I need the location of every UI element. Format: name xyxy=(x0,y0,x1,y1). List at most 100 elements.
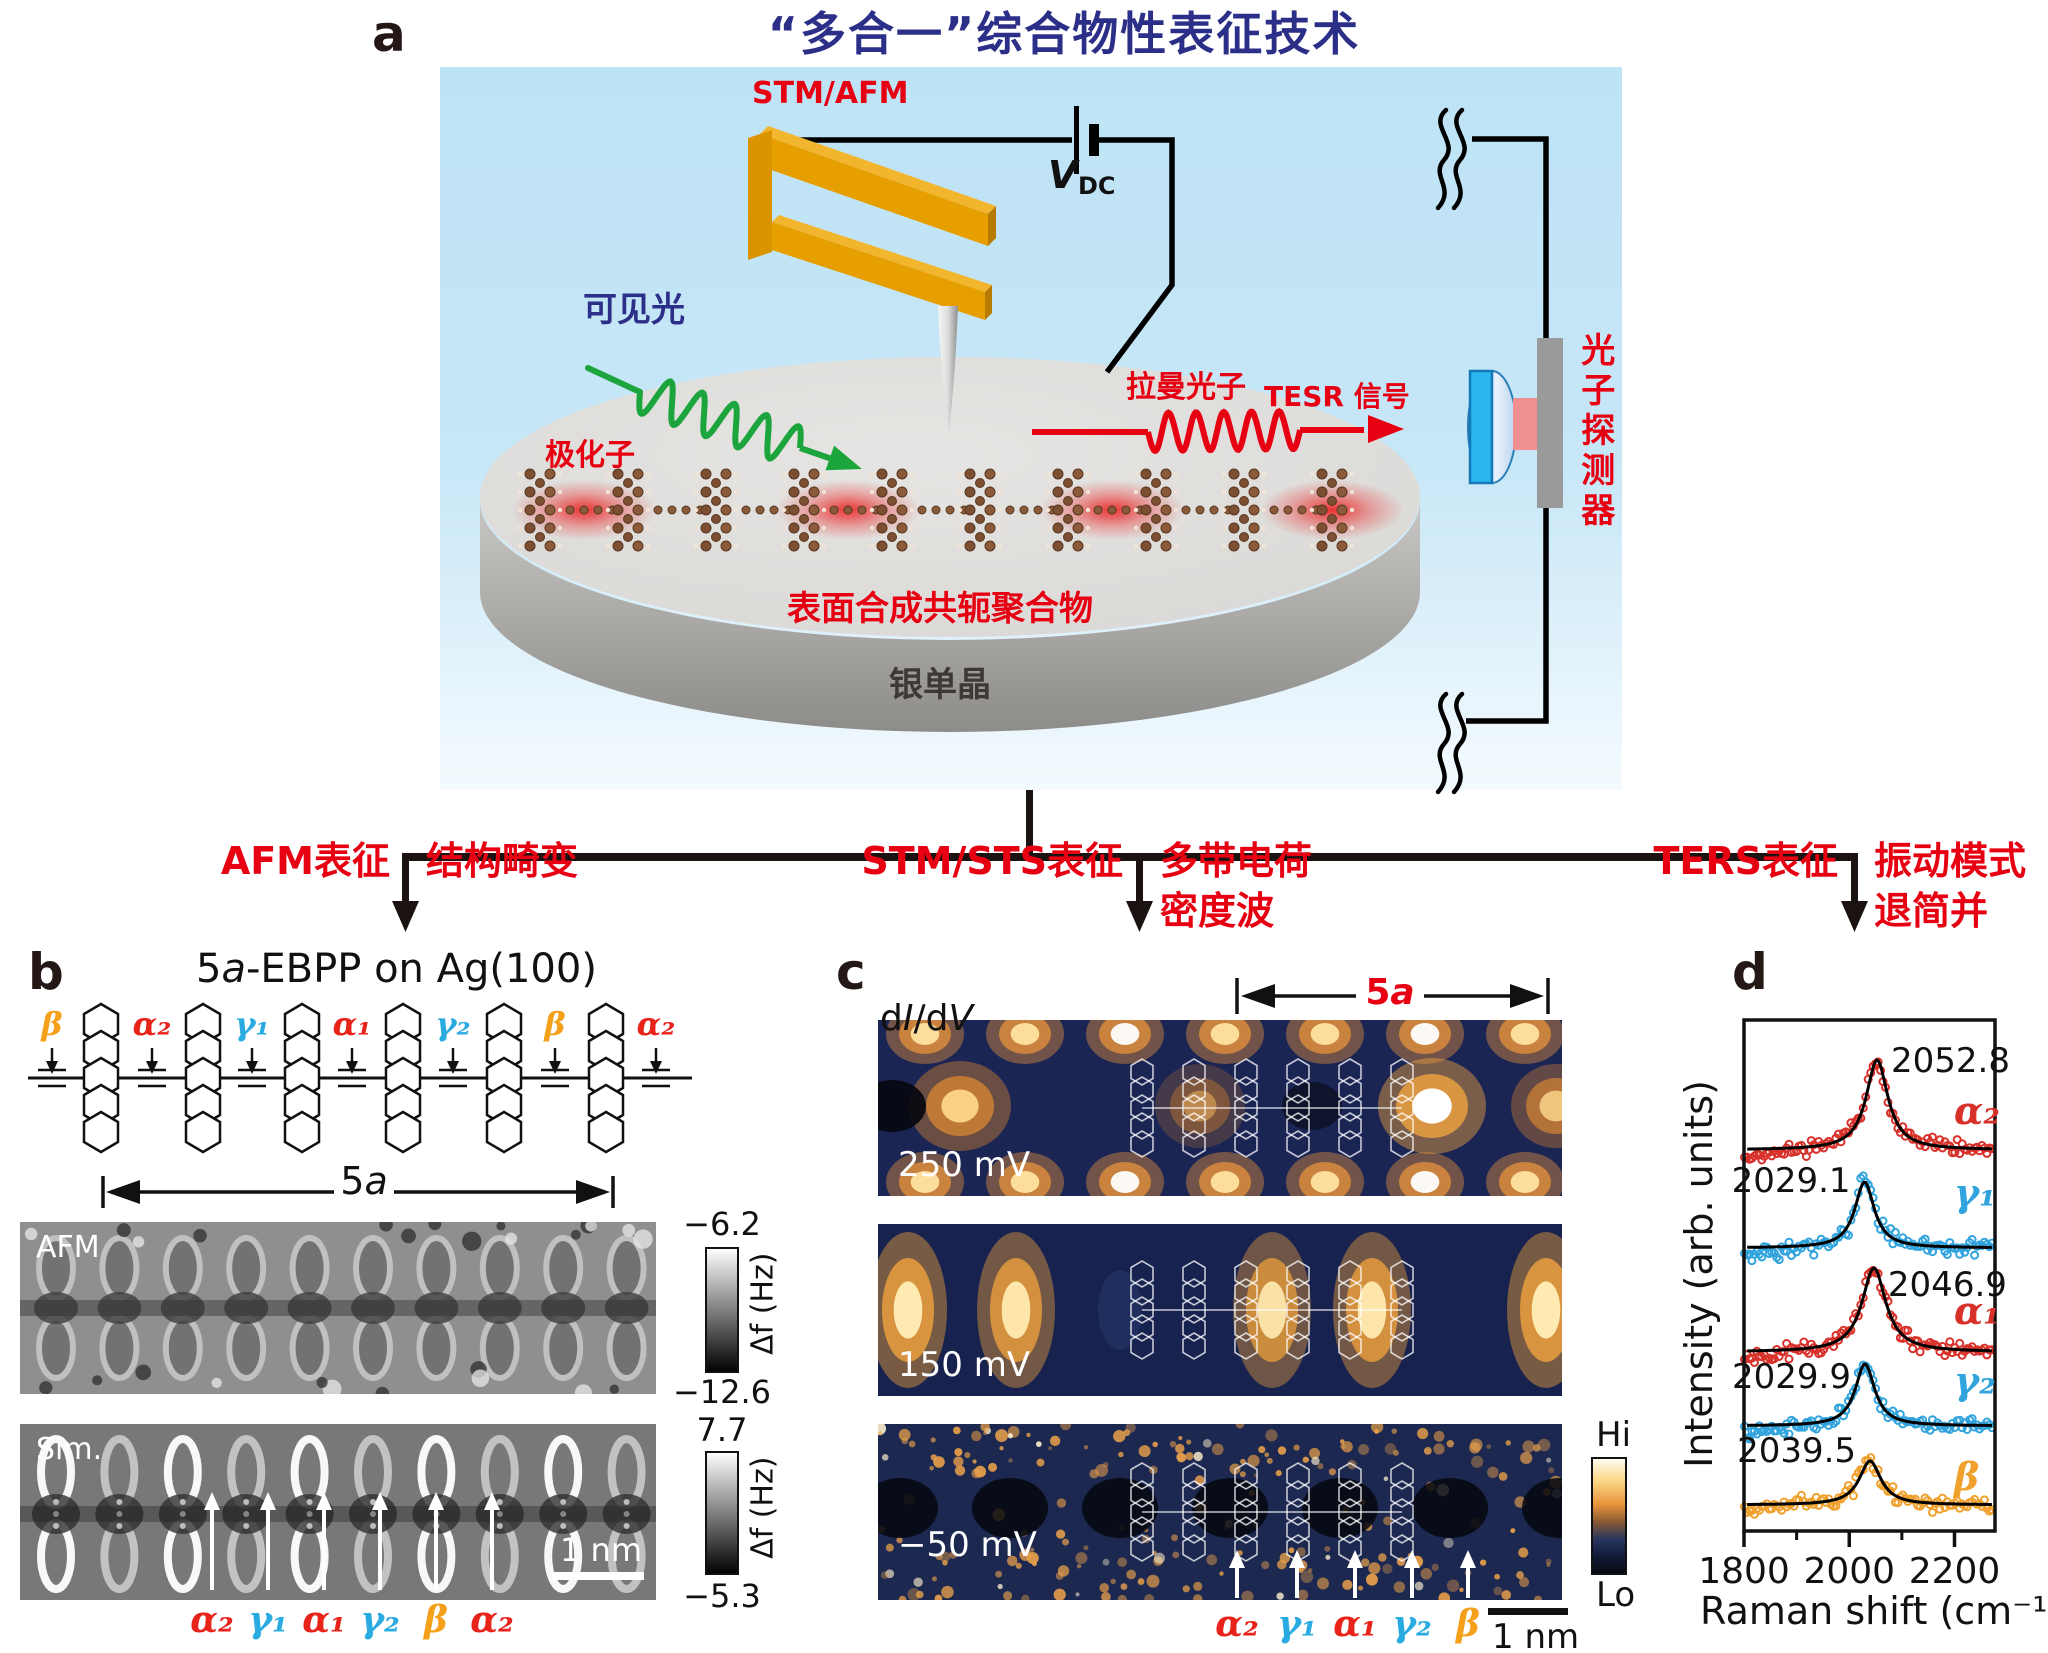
peak-label-4: 2029.9 xyxy=(1732,1357,1851,1397)
bond-label-5: γ₂ xyxy=(435,1005,471,1043)
span-5a-arrow-b xyxy=(101,1176,615,1208)
series-label-3: α₁ xyxy=(1954,1288,2000,1333)
x-axis-label: Raman shift (cm⁻¹) xyxy=(1700,1589,2048,1633)
peak-label-1: 2052.8 xyxy=(1891,1041,2010,1081)
scalebar-label-c: 1 nm xyxy=(1492,1617,1580,1653)
collection-lens xyxy=(1467,369,1517,485)
sts-colorbar xyxy=(1591,1457,1627,1575)
figure-title: “多合一”综合物性表征技术 xyxy=(767,7,1361,61)
sim-bond-arrows xyxy=(204,1492,500,1590)
photon-detector-plate xyxy=(1537,338,1563,508)
afm-image-tag: AFM xyxy=(36,1230,100,1265)
x-tick-2200: 2200 xyxy=(1909,1551,2001,1592)
branch-sts-method: STM/STS表征 xyxy=(861,839,1123,883)
sts-bond-label-2: γ₁ xyxy=(1277,1603,1317,1645)
panel-d-label: d xyxy=(1732,943,1768,1001)
span-5a-label-b: 5a xyxy=(340,1159,388,1203)
stm-afm-label: STM/AFM xyxy=(752,76,909,111)
sim-scale-max: 7.7 xyxy=(696,1411,748,1449)
light-waves xyxy=(585,365,1404,471)
sim-bond-label-1: α₂ xyxy=(190,1599,234,1641)
series-label-2: γ₁ xyxy=(1954,1170,1996,1215)
scalebar-line-c xyxy=(1488,1608,1568,1615)
scalebar-line-b xyxy=(552,1572,644,1580)
bond-label-1: β xyxy=(41,1005,63,1043)
peak-label-5: 2039.5 xyxy=(1737,1431,1856,1471)
chemical-structure-5a-EBPP xyxy=(28,1002,692,1154)
afm-experimental-image xyxy=(20,1222,656,1394)
sts-bond-label-1: α₂ xyxy=(1215,1603,1259,1645)
x-tick-1800: 1800 xyxy=(1698,1551,1790,1592)
branch-afm-method: AFM表征 xyxy=(220,839,390,883)
span-5a-label-c: 5a xyxy=(1365,972,1415,1013)
wire-break-icon xyxy=(1435,107,1467,795)
branch-arrows xyxy=(392,790,1868,932)
sts-bond-label-4: γ₂ xyxy=(1392,1603,1432,1645)
panel-b-label: b xyxy=(28,943,64,1001)
bias-circuit-wires xyxy=(792,136,1549,724)
series-label-4: γ₂ xyxy=(1954,1358,1996,1403)
afm-scale-min: −12.6 xyxy=(672,1373,772,1411)
branch-afm-result: 结构畸变 xyxy=(426,839,579,883)
panel-b-title: 5a-EBPP on Ag(100) xyxy=(196,946,597,992)
detector-sensor-element xyxy=(1513,398,1537,450)
tesr-signal-label: TESR 信号 xyxy=(1264,380,1410,413)
sim-image-tag: Sim. xyxy=(36,1432,103,1467)
didv-map-150mV xyxy=(878,1224,1562,1396)
silver-crystal-label: 银单晶 xyxy=(889,665,991,705)
vdc-label: V xyxy=(1048,153,1078,197)
sts-bond-label-3: α₁ xyxy=(1333,1603,1377,1645)
bond-label-3: γ₁ xyxy=(234,1005,270,1043)
span-arrowhead-left-c xyxy=(1241,984,1275,1008)
branch-sts-result-1: 多带电荷 xyxy=(1160,839,1313,883)
sim-bond-label-6: α₂ xyxy=(470,1599,514,1641)
branch-ters-result-1: 振动模式 xyxy=(1874,839,2027,883)
bond-label-2: α₂ xyxy=(132,1005,172,1043)
panel-c-label: c xyxy=(836,943,866,1001)
colorbar-hi: Hi xyxy=(1596,1415,1632,1455)
polaron-label: 极化子 xyxy=(545,438,635,473)
bond-label-6: β xyxy=(544,1005,566,1043)
sim-bond-label-3: α₁ xyxy=(302,1599,346,1641)
scalebar-label-b: 1 nm xyxy=(560,1531,642,1569)
bias-minus50mV: −50 mV xyxy=(898,1525,1037,1565)
sim-bond-label-4: γ₂ xyxy=(360,1599,400,1641)
afm-scale-max: −6.2 xyxy=(683,1205,761,1243)
peak-label-3: 2046.9 xyxy=(1888,1265,2007,1305)
ters-spectra-chart: 1800 2000 2200 2052.8 α₂ 2029.1 γ₁ 2046.9α₁ 2029… xyxy=(1698,1018,2010,1592)
vdc-subscript: DC xyxy=(1078,172,1116,200)
sim-colorbar xyxy=(705,1451,739,1575)
peak-label-2: 2029.1 xyxy=(1732,1161,1851,1201)
colorbar-lo: Lo xyxy=(1596,1575,1636,1615)
raman-photon-label: 拉曼光子 xyxy=(1126,370,1246,405)
stm-afm-cantilever xyxy=(748,126,996,320)
x-tick-2000: 2000 xyxy=(1803,1551,1895,1592)
sts-bond-arrows xyxy=(1229,1550,1476,1598)
bond-label-7: α₂ xyxy=(636,1005,676,1043)
series-label-1: α₂ xyxy=(1954,1088,2000,1133)
sim-scale-min: −5.3 xyxy=(683,1577,761,1615)
didv-label: dI/dV xyxy=(880,998,974,1039)
span-arrowhead-left-b xyxy=(106,1180,140,1204)
span-arrowhead-right-b xyxy=(576,1180,610,1204)
bias-150mV: 150 mV xyxy=(898,1345,1031,1385)
sts-bond-label-5: β xyxy=(1456,1603,1480,1645)
conjugated-polymer-chain xyxy=(512,468,1404,552)
series-label-5: β xyxy=(1952,1454,1979,1499)
afm-scale-unit: Δf (Hz) xyxy=(745,1252,781,1355)
polymer-label: 表面合成共轭聚合物 xyxy=(787,589,1093,629)
afm-colorbar xyxy=(705,1247,739,1373)
sim-bond-label-5: β xyxy=(424,1599,448,1641)
branch-ters-result-2: 退简并 xyxy=(1874,889,1989,933)
photon-detector-label: 光子探测器 xyxy=(1574,332,1615,532)
bias-250mV: 250 mV xyxy=(898,1145,1031,1185)
panel-a-label: a xyxy=(372,5,406,63)
molecule-overlay-wireframes xyxy=(1130,1058,1414,1562)
branch-ters-method: TERS表征 xyxy=(1653,839,1838,883)
y-axis-label: Intensity (arb. units) xyxy=(1677,1080,1722,1468)
visible-light-label: 可见光 xyxy=(583,290,685,330)
battery-symbol xyxy=(1074,106,1099,174)
branch-sts-result-2: 密度波 xyxy=(1160,889,1275,933)
